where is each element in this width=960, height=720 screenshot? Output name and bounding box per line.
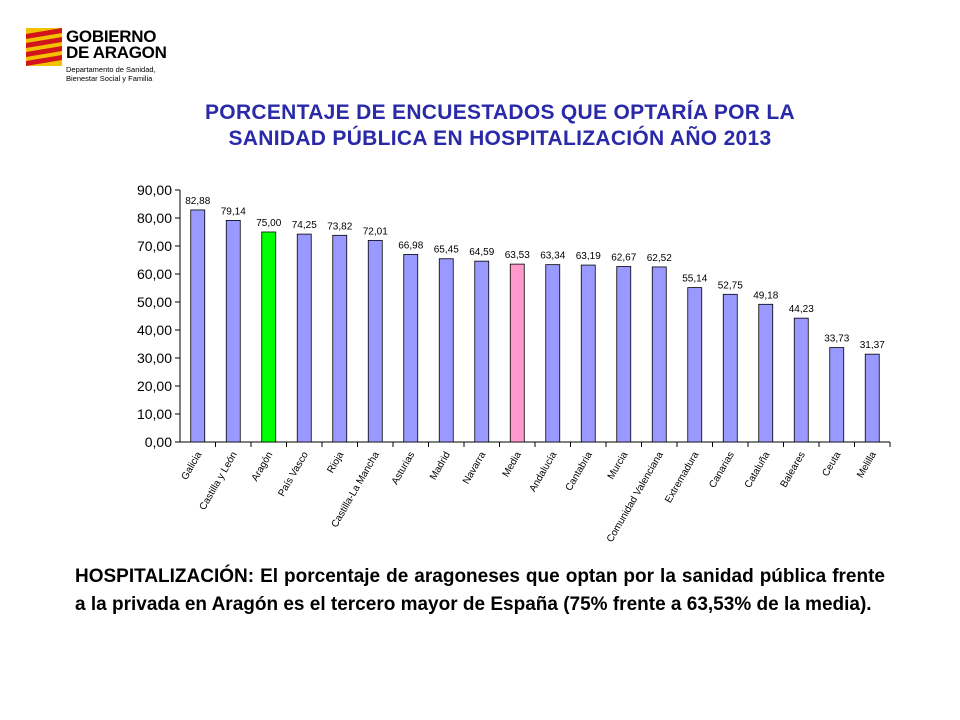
bar [261, 231, 277, 443]
data-label: 63,19 [576, 251, 601, 262]
category-label: Ceuta [820, 450, 843, 479]
logo-line-1: GOBIERNO [66, 27, 157, 46]
data-label: 64,59 [469, 247, 494, 258]
bar [793, 317, 809, 443]
y-tick-label: 60,00 [137, 266, 172, 282]
bar [829, 347, 845, 443]
category-label: Aragón [250, 450, 276, 483]
category-label: Cantabria [564, 450, 595, 493]
y-tick-label: 50,00 [137, 294, 172, 310]
y-tick-label: 90,00 [137, 182, 172, 198]
bar [403, 254, 419, 443]
category-label: Cataluña [743, 450, 773, 491]
logo-subtitle-2: Bienestar Social y Familia [66, 74, 153, 83]
bar [864, 353, 880, 443]
chart-title-line-2: SANIDAD PÚBLICA EN HOSPITALIZACIÓN AÑO 2… [228, 127, 772, 150]
y-tick-label: 0,00 [145, 434, 172, 450]
data-label: 49,18 [753, 290, 778, 301]
bar [651, 266, 667, 443]
data-label: 82,88 [185, 196, 210, 207]
data-label: 55,14 [682, 274, 707, 285]
category-label: Andalucía [528, 450, 560, 494]
category-label: Baleares [779, 450, 808, 490]
bar [758, 303, 774, 443]
bar [509, 263, 525, 443]
bar [545, 264, 561, 443]
logo-subtitle-1: Departamento de Sanidad, [66, 65, 156, 74]
data-label: 62,67 [611, 253, 636, 264]
chart-title-line-1: PORCENTAJE DE ENCUESTADOS QUE OPTARÍA PO… [205, 101, 795, 124]
data-label: 79,14 [221, 206, 246, 217]
bar [190, 209, 206, 443]
bar [687, 287, 703, 443]
data-label: 74,25 [292, 220, 317, 231]
y-tick-label: 70,00 [137, 238, 172, 254]
bar [616, 266, 632, 443]
aragon-emblem-icon [26, 28, 62, 66]
category-label: Rioja [325, 450, 346, 476]
bar [438, 258, 454, 443]
bar [332, 234, 348, 443]
bar [722, 293, 738, 443]
category-label: Canarias [707, 450, 737, 490]
data-label: 63,53 [505, 250, 530, 261]
data-label: 52,75 [718, 280, 743, 291]
data-label: 73,82 [327, 221, 352, 232]
bar [296, 233, 312, 443]
category-label: Media [501, 450, 524, 479]
category-label: Navarra [461, 450, 489, 487]
y-tick-label: 10,00 [137, 406, 172, 422]
category-label: Castilla y León [198, 450, 240, 512]
y-tick-label: 30,00 [137, 350, 172, 366]
data-label: 31,37 [860, 340, 885, 351]
chart-title: PORCENTAJE DE ENCUESTADOS QUE OPTARÍA PO… [160, 100, 840, 152]
data-label: 65,45 [434, 245, 459, 256]
data-label: 44,23 [789, 304, 814, 315]
y-tick-label: 20,00 [137, 378, 172, 394]
data-label: 66,98 [398, 240, 423, 251]
bar [225, 220, 241, 443]
y-tick-label: 80,00 [137, 210, 172, 226]
bar-chart: 0,00 10,00 20,00 30,00 40,00 50,00 60,00 70,00 8… [137, 182, 891, 544]
logo-line-2: DE ARAGON [66, 43, 167, 62]
data-label: 62,52 [647, 253, 672, 264]
category-label: Madrid [428, 450, 453, 482]
bar [367, 239, 383, 443]
data-label: 75,00 [256, 218, 281, 229]
bar [474, 260, 490, 443]
category-label: País Vasco [276, 450, 311, 499]
category-label: Melilla [855, 450, 879, 480]
data-label: 63,34 [540, 251, 565, 262]
category-label: Murcia [606, 450, 631, 482]
category-label: Asturias [390, 450, 418, 487]
category-label: Galicia [180, 450, 205, 482]
data-label: 72,01 [363, 226, 388, 237]
bar [580, 264, 596, 443]
y-tick-label: 40,00 [137, 322, 172, 338]
caption-text: HOSPITALIZACIÓN: El porcentaje de aragon… [75, 566, 885, 615]
data-label: 33,73 [824, 334, 849, 345]
gobierno-aragon-logo: GOBIERNO DE ARAGON Departamento de Sanid… [26, 22, 186, 86]
category-label: Extremadura [663, 450, 701, 505]
